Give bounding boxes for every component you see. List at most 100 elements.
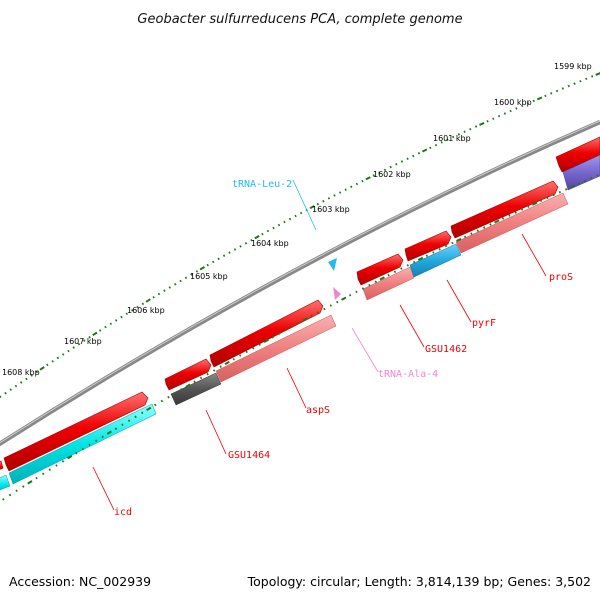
inner-tick-major	[569, 184, 576, 189]
outer-tick-minor	[239, 245, 242, 248]
inner-tick-minor	[141, 411, 144, 415]
inner-tick-minor	[552, 193, 555, 197]
inner-tick-minor	[252, 346, 255, 350]
bar-pros	[455, 192, 569, 254]
outer-tick-minor	[440, 141, 443, 144]
tick-label: 1607 kbp	[64, 337, 102, 346]
outer-tick-minor	[163, 289, 166, 292]
outer-tick-minor	[19, 381, 23, 384]
inner-tick-minor	[336, 300, 339, 304]
inner-tick-minor	[413, 260, 416, 264]
inner-tick-minor	[127, 419, 131, 422]
outer-tick-minor	[168, 286, 171, 289]
cds-pyrf	[404, 230, 452, 262]
inner-tick-major	[417, 256, 424, 261]
tick-label: 1603 kbp	[312, 205, 350, 214]
outer-tick-minor	[67, 349, 70, 353]
outer-tick-major	[39, 366, 45, 371]
inner-tick-major	[185, 383, 191, 388]
outer-tick-minor	[115, 319, 118, 322]
outer-tick-minor	[327, 197, 331, 200]
inner-tick-minor	[94, 439, 98, 443]
outer-tick-minor	[83, 339, 86, 342]
inner-tick-minor	[310, 314, 313, 318]
outer-tick-minor	[474, 125, 478, 128]
inner-tick-major	[27, 480, 33, 485]
inner-tick-minor	[232, 358, 235, 361]
tick-label: 1605 kbp	[190, 272, 228, 281]
outer-tick-minor	[136, 305, 139, 309]
genome-backbone	[0, 119, 600, 447]
inner-tick-minor	[451, 241, 454, 245]
outer-tick-minor	[412, 154, 415, 158]
outer-tick-minor	[451, 135, 455, 139]
outer-tick-minor	[9, 388, 12, 391]
outer-tick-minor	[152, 295, 155, 299]
bar-gsu1464	[170, 372, 222, 406]
inner-tick-minor	[590, 176, 593, 180]
inner-tick-minor	[368, 283, 371, 287]
cds-icd	[3, 391, 149, 472]
outer-tick-minor	[61, 353, 65, 356]
inner-tick-major	[494, 219, 500, 224]
outer-tick-minor	[266, 229, 270, 233]
outer-tick-major	[145, 298, 151, 303]
tick-label: 1604 kbp	[251, 239, 289, 248]
inner-tick-minor	[387, 273, 390, 277]
inner-tick-minor	[239, 354, 242, 357]
inner-tick-minor	[470, 232, 473, 235]
genome-backbone-highlight	[0, 120, 600, 444]
outer-tick-minor	[503, 112, 507, 115]
outer-tick-minor	[299, 211, 303, 215]
inner-tick-minor	[167, 395, 170, 399]
outer-tick-major	[536, 96, 543, 101]
inner-tick-minor	[432, 251, 435, 254]
outer-tick-minor	[585, 77, 588, 81]
label-pyrf: pyrF	[472, 318, 496, 329]
inner-tick-minor	[546, 196, 549, 200]
label-icd: icd	[114, 507, 132, 518]
outer-tick-minor	[515, 107, 518, 110]
outer-tick-minor	[378, 171, 381, 174]
outer-tick-minor	[109, 322, 113, 326]
outer-tick-minor	[184, 276, 188, 280]
inner-tick-minor	[438, 248, 441, 251]
outer-tick-minor	[526, 102, 530, 105]
bar-pyrf	[409, 243, 462, 278]
outer-tick-minor	[521, 104, 524, 108]
inner-tick-minor	[48, 468, 51, 471]
outer-tick-minor	[469, 127, 472, 131]
outer-tick-minor	[294, 214, 297, 218]
inner-tick-minor	[271, 336, 274, 339]
inner-tick-minor	[15, 489, 18, 493]
cds-gsu1462	[356, 253, 404, 286]
outer-tick-minor	[212, 260, 215, 264]
outer-tick-minor	[544, 94, 547, 98]
outer-tick-minor	[561, 87, 564, 90]
outer-tick-minor	[389, 165, 392, 169]
inner-tick-minor	[277, 332, 281, 335]
outer-tick-minor	[434, 143, 438, 147]
inner-tick-minor	[564, 188, 568, 191]
outer-tick-minor	[400, 160, 404, 163]
outer-tick-minor	[195, 270, 199, 273]
outer-tick-minor	[206, 263, 209, 267]
outer-tick-minor	[573, 82, 576, 85]
outer-tick-minor	[217, 257, 220, 261]
outer-tick-major	[92, 331, 98, 337]
inner-tick-minor	[160, 399, 164, 403]
inner-tick-minor	[501, 217, 505, 220]
inner-tick-major	[531, 201, 538, 206]
outer-tick-minor	[350, 185, 353, 189]
inner-tick-major	[67, 455, 73, 460]
outer-tick-minor	[141, 302, 145, 306]
outer-tick-minor	[486, 120, 489, 123]
outer-tick-minor	[277, 223, 281, 227]
inner-tick-minor	[245, 350, 248, 354]
topology-text: Topology: circular; Length: 3,814,139 bp…	[247, 574, 591, 589]
inner-tick-minor	[400, 267, 403, 270]
outer-tick-minor	[77, 342, 81, 346]
outer-tick-minor	[4, 391, 7, 395]
inner-tick-minor	[482, 226, 486, 229]
outer-tick-minor	[555, 89, 559, 93]
